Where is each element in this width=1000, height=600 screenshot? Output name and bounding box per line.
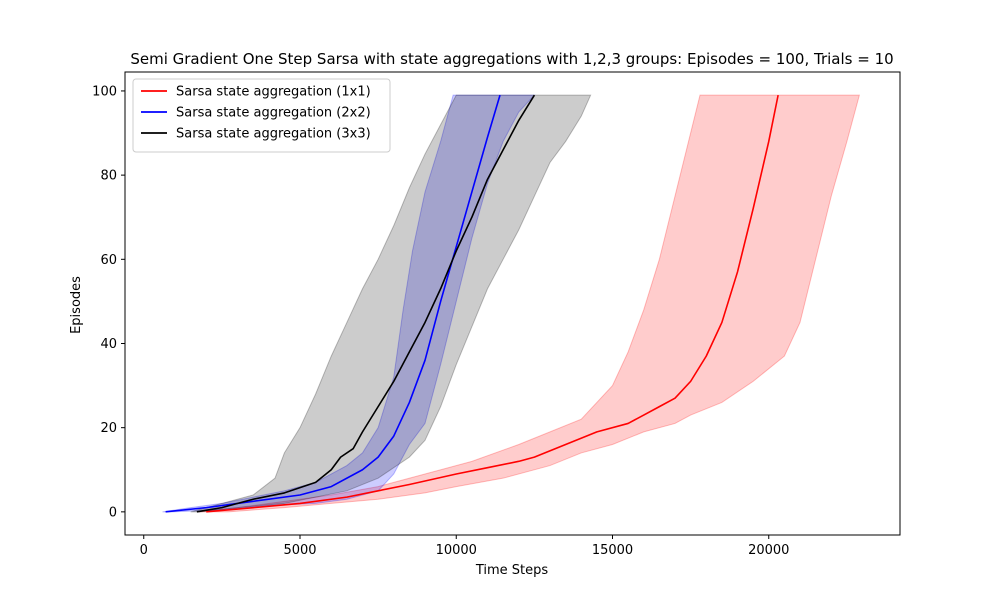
band-series-1 xyxy=(196,94,861,513)
line-series-3 xyxy=(196,94,536,513)
line-series-1 xyxy=(206,94,779,513)
line-series-2 xyxy=(165,94,501,513)
y-tick-label: 60 xyxy=(100,253,117,268)
x-tick-label: 10000 xyxy=(436,543,477,558)
confidence-bands xyxy=(162,94,861,513)
x-axis-label: Time Steps xyxy=(475,563,549,578)
band-series-3 xyxy=(190,94,592,513)
legend: Sarsa state aggregation (1x1) Sarsa state… xyxy=(132,78,391,153)
x-tick-label: 5000 xyxy=(283,543,316,558)
x-tick-label: 15000 xyxy=(592,543,633,558)
chart-title: Semi Gradient One Step Sarsa with state … xyxy=(130,50,893,68)
plot-frame xyxy=(124,71,901,536)
y-axis-label: Episodes xyxy=(69,276,84,334)
y-tick-label: 0 xyxy=(109,505,117,520)
band-series-2 xyxy=(162,94,536,513)
y-tick-label: 100 xyxy=(92,84,117,99)
y-tick-label: 40 xyxy=(100,337,117,352)
y-tick-label: 80 xyxy=(100,169,117,184)
series-lines xyxy=(165,94,779,513)
y-axis-ticks: 0 20 40 60 80 100 xyxy=(92,84,125,520)
legend-label-1: Sarsa state aggregation (1x1) xyxy=(176,85,371,100)
legend-label-2: Sarsa state aggregation (2x2) xyxy=(176,106,371,121)
x-tick-label: 0 xyxy=(140,543,148,558)
legend-label-3: Sarsa state aggregation (3x3) xyxy=(176,127,371,142)
legend-box xyxy=(132,78,391,153)
y-tick-label: 20 xyxy=(100,421,117,436)
x-tick-label: 20000 xyxy=(748,543,789,558)
x-axis-ticks: 0 5000 10000 15000 20000 xyxy=(140,535,789,558)
